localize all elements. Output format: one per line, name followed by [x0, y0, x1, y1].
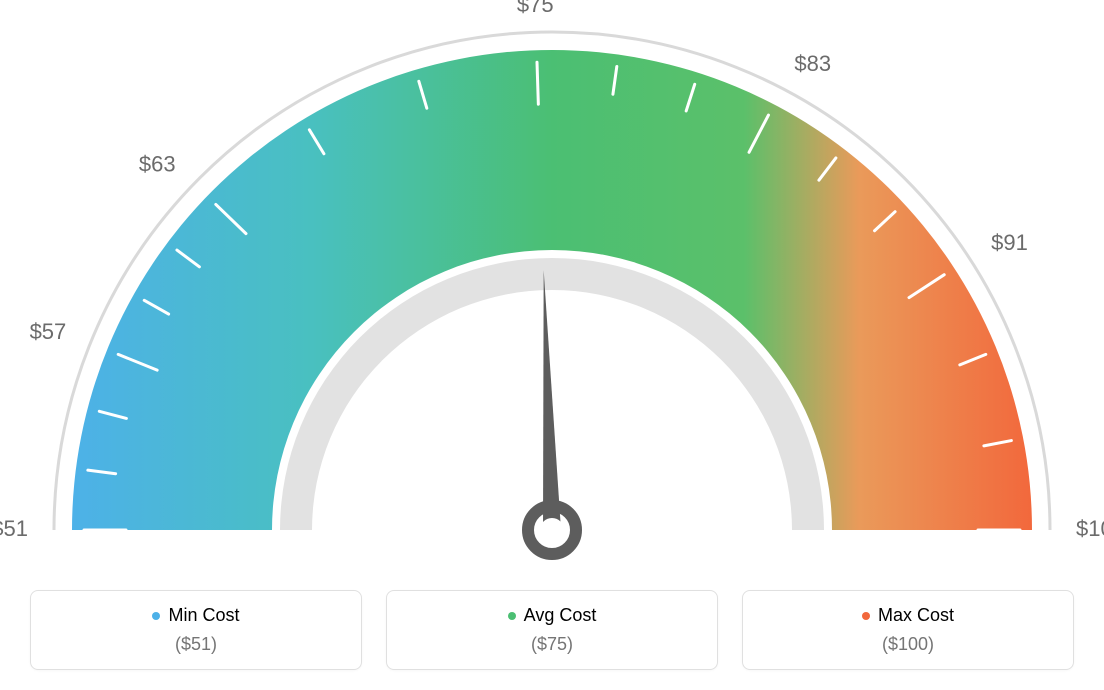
legend-dot-max	[862, 612, 870, 620]
legend: Min Cost ($51) Avg Cost ($75) Max Cost (…	[30, 590, 1074, 670]
legend-label-avg: Avg Cost	[524, 605, 597, 625]
gauge: $51 $57 $63 $75 $83 $91 $100	[0, 0, 1104, 560]
svg-text:$51: $51	[0, 516, 28, 541]
legend-title-avg: Avg Cost	[387, 605, 717, 626]
svg-text:$83: $83	[794, 51, 831, 76]
legend-label-min: Min Cost	[168, 605, 239, 625]
svg-text:$57: $57	[30, 319, 67, 344]
legend-value-min: ($51)	[31, 634, 361, 655]
legend-title-min: Min Cost	[31, 605, 361, 626]
legend-item-max: Max Cost ($100)	[742, 590, 1074, 670]
svg-text:$75: $75	[517, 0, 554, 17]
gauge-svg: $51 $57 $63 $75 $83 $91 $100	[0, 0, 1104, 560]
legend-title-max: Max Cost	[743, 605, 1073, 626]
legend-label-max: Max Cost	[878, 605, 954, 625]
gauge-chart-container: $51 $57 $63 $75 $83 $91 $100 Min Cost ($51) Av…	[0, 0, 1104, 690]
legend-item-avg: Avg Cost ($75)	[386, 590, 718, 670]
legend-dot-avg	[508, 612, 516, 620]
legend-value-max: ($100)	[743, 634, 1073, 655]
svg-text:$100: $100	[1076, 516, 1104, 541]
svg-text:$63: $63	[139, 151, 176, 176]
svg-text:$91: $91	[991, 230, 1028, 255]
legend-value-avg: ($75)	[387, 634, 717, 655]
legend-item-min: Min Cost ($51)	[30, 590, 362, 670]
legend-dot-min	[152, 612, 160, 620]
